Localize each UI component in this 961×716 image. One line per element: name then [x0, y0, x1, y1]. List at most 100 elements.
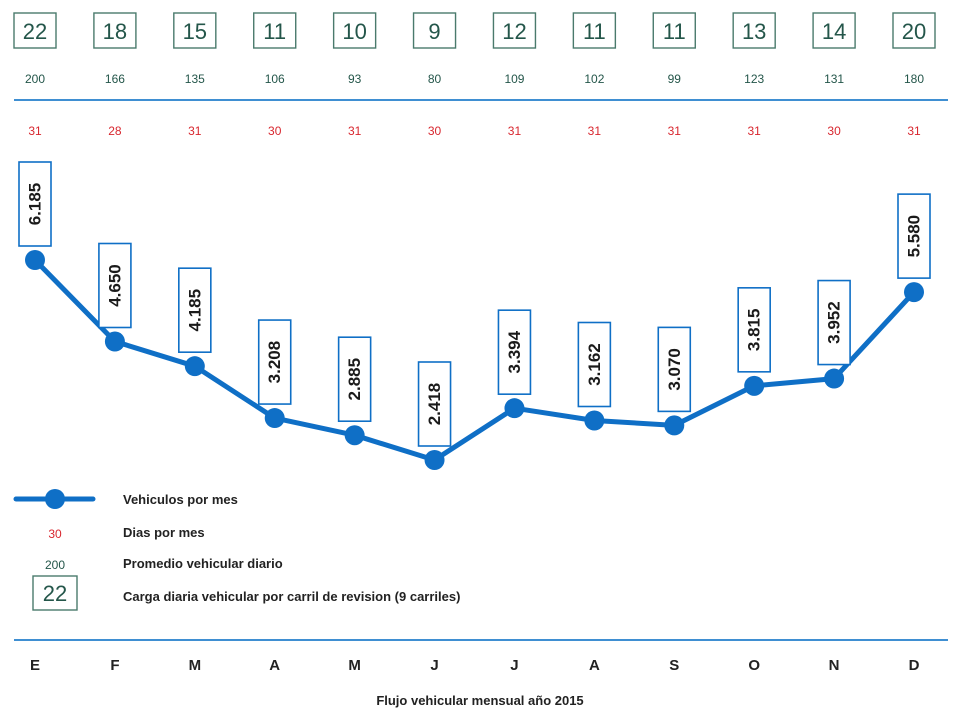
legend: Vehiculos por mes 30 Dias por mes 200 Pr…: [13, 489, 460, 611]
data-label-box: [98, 242, 132, 329]
month-tick-label: M: [189, 657, 202, 674]
daily-average-value: 93: [348, 72, 362, 86]
days-per-month-value: 31: [188, 124, 202, 138]
month-tick-label: A: [269, 657, 280, 674]
data-point: [744, 375, 765, 396]
data-label-box: [337, 336, 372, 423]
lane-load-row: 22 18 15 11 10 9 12 11 11 13 14 20: [13, 12, 936, 49]
legend-label-vehiculos: Vehiculos por mes: [123, 492, 238, 507]
month-tick-label: N: [829, 657, 840, 674]
daily-average-value: 180: [904, 72, 924, 86]
data-label: 2.418: [425, 383, 444, 426]
days-per-month-value: 31: [907, 124, 921, 138]
lane-load-value: 15: [183, 19, 207, 44]
data-point: [504, 398, 525, 419]
data-label-box: [417, 361, 452, 447]
data-label: 3.394: [505, 330, 524, 373]
lane-load-box: [492, 12, 537, 49]
data-label-box: [577, 321, 612, 408]
lane-load-value: 12: [502, 19, 526, 44]
daily-average-value: 166: [105, 72, 125, 86]
data-label: 5.580: [905, 215, 924, 258]
lane-load-value: 11: [583, 19, 606, 44]
lane-load-value: 11: [263, 19, 286, 44]
legend-days-sample: 30: [48, 527, 62, 541]
legend-lane-box: [32, 575, 78, 611]
daily-average-row: 200 166 135 106 93 80 109 102 99 123 131 180: [25, 72, 924, 86]
data-label: 6.185: [26, 183, 45, 226]
lane-load-box: [812, 12, 856, 49]
days-per-month-value: 31: [588, 124, 602, 138]
legend-avg-sample: 200: [45, 558, 65, 572]
data-label-box: [257, 319, 292, 405]
month-tick-label: J: [430, 657, 438, 674]
lane-load-value: 13: [742, 19, 766, 44]
daily-average-value: 109: [504, 72, 524, 86]
data-point: [184, 356, 205, 377]
data-point: [264, 408, 285, 429]
data-label: 3.952: [825, 301, 844, 344]
data-point: [104, 331, 125, 352]
data-label-box: [178, 267, 212, 353]
data-point: [824, 368, 845, 389]
lane-load-box: [13, 12, 57, 49]
lane-load-value: 22: [23, 19, 47, 44]
data-point: [424, 450, 445, 470]
lane-load-box: [892, 12, 936, 49]
data-point: [664, 415, 685, 436]
days-per-month-value: 31: [668, 124, 682, 138]
days-per-month-value: 31: [748, 124, 762, 138]
data-label-box: [897, 193, 931, 279]
data-label-box: [657, 326, 692, 413]
data-label: 4.650: [105, 264, 124, 307]
data-label: 3.162: [585, 343, 604, 386]
data-point: [25, 250, 45, 270]
data-label: 3.815: [745, 309, 764, 352]
lane-load-value: 18: [103, 19, 127, 44]
month-tick-label: O: [748, 657, 760, 674]
days-per-month-value: 30: [827, 124, 841, 138]
data-label-box: [817, 279, 851, 366]
daily-average-value: 80: [428, 72, 442, 86]
daily-average-value: 99: [668, 72, 682, 86]
days-per-month-value: 31: [28, 124, 42, 138]
month-tick-label: E: [30, 657, 40, 674]
lane-load-box: [652, 12, 696, 49]
series-line-vehiculos: [32, 257, 917, 463]
lane-load-value: 14: [822, 19, 846, 44]
data-label: 2.885: [345, 358, 364, 401]
month-tick-label: A: [589, 657, 600, 674]
days-per-month-value: 31: [508, 124, 522, 138]
data-point: [584, 410, 605, 431]
data-label: 3.070: [665, 348, 684, 391]
daily-average-value: 131: [824, 72, 844, 86]
days-per-month-value: 30: [268, 124, 282, 138]
legend-lane-sample: 22: [43, 581, 67, 606]
days-per-month-value: 30: [428, 124, 442, 138]
month-tick-label: D: [909, 657, 920, 674]
data-label-box: [497, 309, 532, 395]
lane-load-box: [412, 12, 457, 49]
daily-average-value: 102: [584, 72, 604, 86]
days-per-month-value: 31: [348, 124, 362, 138]
chart-caption: Flujo vehicular mensual año 2015: [376, 693, 583, 708]
data-label-box: [737, 287, 771, 373]
lane-load-box: [332, 12, 377, 49]
legend-label-promedio: Promedio vehicular diario: [123, 556, 283, 571]
daily-average-value: 200: [25, 72, 45, 86]
data-label: 4.185: [185, 289, 204, 332]
month-tick-label: F: [110, 657, 119, 674]
plot-area: 6.185 4.650 4.185 3.208 2.885 2.418 3.394 3.162…: [18, 161, 931, 470]
daily-average-value: 135: [185, 72, 205, 86]
lane-load-value: 20: [902, 19, 926, 44]
daily-average-value: 106: [265, 72, 285, 86]
lane-load-value: 10: [342, 19, 366, 44]
lane-load-box: [93, 12, 137, 49]
daily-average-value: 123: [744, 72, 764, 86]
lane-load-box: [253, 12, 297, 49]
days-per-month-value: 28: [108, 124, 122, 138]
data-point: [904, 282, 924, 303]
month-tick-label: S: [669, 657, 679, 674]
